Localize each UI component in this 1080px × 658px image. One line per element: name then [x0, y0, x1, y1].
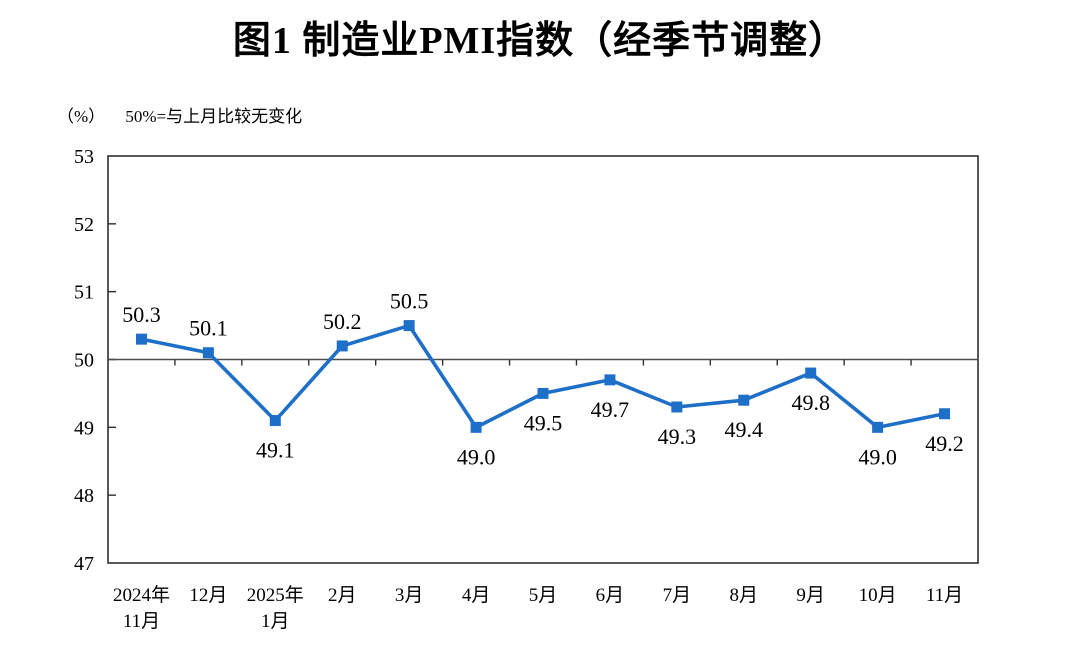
- data-point-marker: [537, 387, 549, 399]
- y-axis-label: 49: [74, 417, 94, 439]
- x-axis-label: 8月: [730, 585, 759, 606]
- y-axis-label: 48: [74, 485, 94, 507]
- data-label: 49.7: [591, 397, 630, 422]
- x-axis-label: 5月: [529, 585, 558, 606]
- data-point-marker: [604, 374, 616, 386]
- x-axis-label: 2月: [328, 585, 357, 606]
- data-point-marker: [403, 320, 415, 332]
- x-axis-label: 9月: [796, 585, 825, 606]
- data-label: 50.2: [323, 309, 362, 334]
- data-point-marker: [738, 394, 750, 406]
- y-axis-label: 53: [74, 146, 94, 168]
- data-point-marker: [470, 421, 482, 433]
- data-label: 49.2: [925, 431, 964, 456]
- data-point-marker: [671, 401, 683, 413]
- data-point-marker: [939, 408, 951, 420]
- x-axis-label: 3月: [395, 585, 424, 606]
- y-axis-label: 51: [74, 282, 94, 304]
- data-label: 49.4: [725, 417, 764, 442]
- x-axis-label: 6月: [596, 585, 625, 606]
- data-label: 50.1: [189, 316, 228, 341]
- x-axis-label: 12月: [189, 585, 227, 606]
- data-point-marker: [336, 340, 348, 352]
- data-point-marker: [872, 421, 884, 433]
- chart-subtitle: （%） 50%=与上月比较无变化: [57, 106, 302, 128]
- chart-title: 图1 制造业PMI指数（经季节调整）: [232, 20, 848, 62]
- data-label: 49.0: [457, 444, 496, 469]
- x-axis-label: 2024年 11月: [113, 584, 170, 632]
- x-axis-label: 11月: [926, 585, 963, 606]
- data-label: 50.5: [390, 289, 429, 314]
- y-axis-label: 47: [74, 553, 94, 575]
- data-point-marker: [805, 367, 817, 379]
- y-axis-label: 52: [74, 214, 94, 236]
- data-label: 50.3: [122, 302, 161, 327]
- y-axis-label: 50: [74, 350, 94, 372]
- y-axis-unit-label: （%）: [57, 107, 106, 126]
- x-axis-label: 7月: [663, 585, 692, 606]
- data-label: 49.8: [791, 390, 830, 415]
- x-axis-label: 10月: [859, 585, 897, 606]
- x-axis-label: 4月: [462, 585, 491, 606]
- x-axis-label: 2025年 1月: [247, 584, 304, 632]
- data-label: 49.5: [524, 410, 563, 435]
- data-point-marker: [135, 333, 147, 345]
- data-label: 49.3: [658, 424, 697, 449]
- data-label: 49.1: [256, 438, 295, 463]
- reference-note: 50%=与上月比较无变化: [125, 107, 303, 126]
- data-point-marker: [202, 347, 214, 359]
- data-label: 49.0: [858, 444, 897, 469]
- data-point-marker: [269, 415, 281, 427]
